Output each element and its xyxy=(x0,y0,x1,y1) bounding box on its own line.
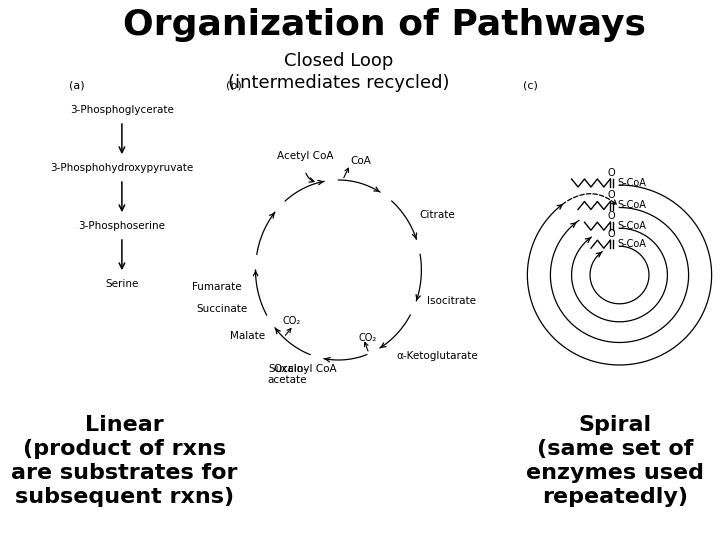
Text: S-CoA: S-CoA xyxy=(618,239,647,249)
Text: O: O xyxy=(608,168,616,178)
Text: α-Ketoglutarate: α-Ketoglutarate xyxy=(396,351,478,361)
Text: Isocitrate: Isocitrate xyxy=(427,296,476,306)
Text: S-CoA: S-CoA xyxy=(618,221,647,231)
Text: S-CoA: S-CoA xyxy=(618,200,647,211)
Text: Spiral
(same set of
enzymes used
repeatedly): Spiral (same set of enzymes used repeate… xyxy=(526,415,704,507)
Text: 3-Phosphohydroxypyruvate: 3-Phosphohydroxypyruvate xyxy=(50,163,194,173)
Text: 3-Phosphoglycerate: 3-Phosphoglycerate xyxy=(70,105,174,115)
Text: Organization of Pathways: Organization of Pathways xyxy=(123,8,646,42)
Text: Acetyl CoA: Acetyl CoA xyxy=(276,151,333,160)
Text: Succinyl CoA: Succinyl CoA xyxy=(269,364,336,374)
Text: Fumarate: Fumarate xyxy=(192,282,242,292)
Text: Oxalo-
acetate: Oxalo- acetate xyxy=(268,364,307,385)
Text: Malate: Malate xyxy=(230,331,265,341)
Text: 3-Phosphoserine: 3-Phosphoserine xyxy=(78,221,166,231)
Text: (c): (c) xyxy=(523,80,538,90)
Text: O: O xyxy=(608,211,616,221)
Text: O: O xyxy=(608,191,616,200)
Text: Citrate: Citrate xyxy=(419,210,455,220)
Text: Linear
(product of rxns
are substrates for
subsequent rxns): Linear (product of rxns are substrates f… xyxy=(12,415,238,507)
Text: S-CoA: S-CoA xyxy=(618,178,647,188)
Text: Succinate: Succinate xyxy=(197,304,248,314)
Text: O: O xyxy=(608,229,616,239)
Text: CO₂: CO₂ xyxy=(282,316,301,326)
Text: (b): (b) xyxy=(226,80,242,90)
Text: CoA: CoA xyxy=(351,156,372,166)
Text: CO₂: CO₂ xyxy=(359,334,377,343)
Text: Closed Loop
(intermediates recycled): Closed Loop (intermediates recycled) xyxy=(228,52,449,92)
Text: (a): (a) xyxy=(69,80,85,90)
Text: Serine: Serine xyxy=(105,279,138,289)
